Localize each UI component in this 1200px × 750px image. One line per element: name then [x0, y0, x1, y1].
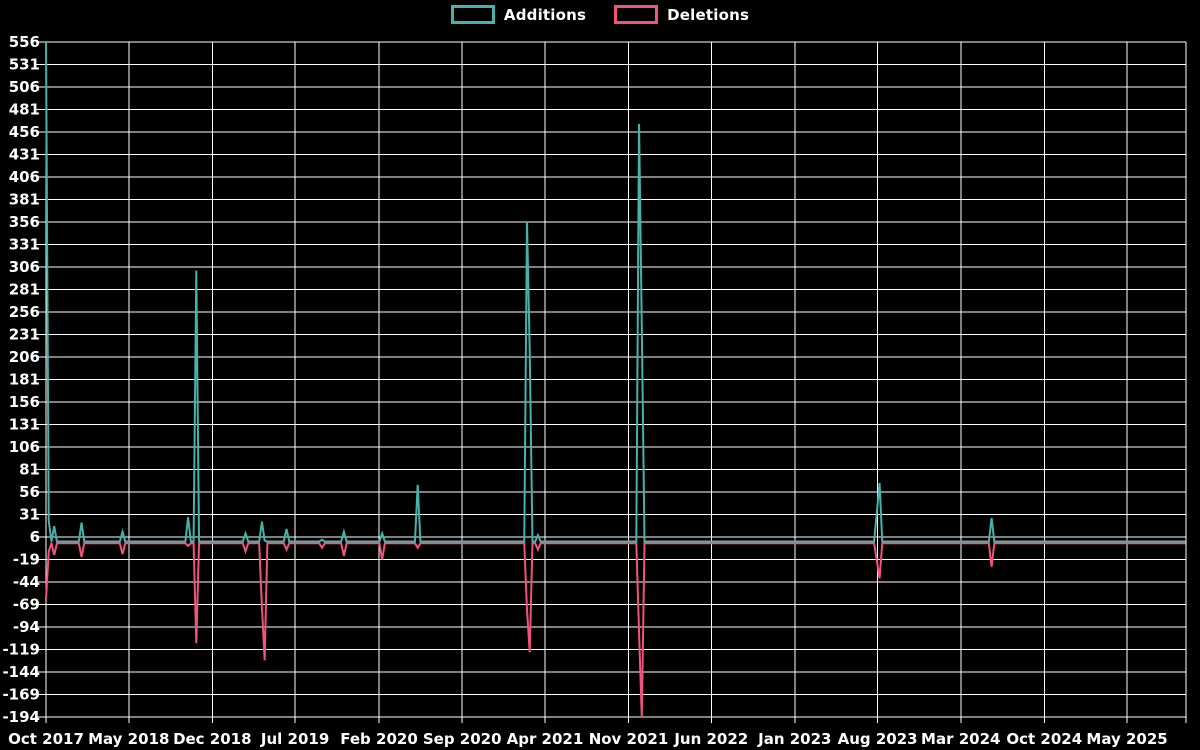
y-tick-label: 556 [9, 33, 40, 51]
x-tick-label: Dec 2018 [173, 730, 252, 748]
y-tick-label: 181 [9, 371, 40, 389]
y-tick-label: 356 [9, 213, 40, 231]
x-tick-label: Aug 2023 [838, 730, 918, 748]
y-tick-label: 431 [9, 146, 40, 164]
x-tick-label: Jun 2022 [673, 730, 748, 748]
y-tick-label: 531 [9, 56, 40, 74]
y-tick-label: -119 [2, 641, 40, 659]
x-tick-label: Oct 2017 [8, 730, 84, 748]
y-tick-label: 306 [9, 258, 40, 276]
y-tick-label: -94 [13, 618, 40, 636]
y-tick-label: 281 [9, 281, 40, 299]
legend-label-additions: Additions [503, 5, 587, 24]
x-tick-label: May 2018 [88, 730, 169, 748]
chart-legend: Additions Deletions [0, 5, 1200, 24]
y-tick-label: 81 [19, 461, 40, 479]
y-tick-label: 406 [9, 168, 40, 186]
y-tick-label: 231 [9, 326, 40, 344]
x-tick-label: Sep 2020 [423, 730, 502, 748]
y-tick-label: 331 [9, 236, 40, 254]
x-tick-label: May 2025 [1086, 730, 1167, 748]
additions-line [45, 41, 1186, 543]
y-tick-label: 6 [30, 528, 40, 546]
y-tick-label: 131 [9, 416, 40, 434]
y-tick-label: 31 [19, 506, 40, 524]
legend-label-deletions: Deletions [667, 5, 750, 24]
x-tick-label: Feb 2020 [340, 730, 418, 748]
y-tick-label: -44 [13, 573, 40, 591]
x-axis-labels: Oct 2017 May 2018 Dec 2018 Jul 2019 Feb 2020… [8, 730, 1168, 748]
y-tick-label: 481 [9, 101, 40, 119]
y-tick-label: -19 [13, 551, 40, 569]
x-tick-label: Nov 2021 [589, 730, 669, 748]
y-tick-label: -144 [2, 663, 40, 681]
gridlines [36, 41, 1187, 723]
deletions-swatch-icon [614, 5, 659, 24]
legend-item-deletions[interactable]: Deletions [614, 5, 749, 24]
y-tick-label: 106 [9, 438, 40, 456]
y-tick-label: 456 [9, 123, 40, 141]
x-tick-label: Mar 2024 [921, 730, 1000, 748]
y-tick-label: 256 [9, 303, 40, 321]
y-axis-labels: 556 531 506 481 456 431 406 381 356 331 306 281 256 2… [2, 33, 40, 726]
y-tick-label: -169 [2, 686, 40, 704]
y-tick-label: -194 [2, 708, 40, 726]
x-tick-label: Jul 2019 [260, 730, 329, 748]
legend-item-additions[interactable]: Additions [450, 5, 587, 24]
y-tick-label: 506 [9, 78, 40, 96]
deletions-line [45, 539, 1186, 718]
y-tick-label: 156 [9, 393, 40, 411]
y-tick-label: 381 [9, 191, 40, 209]
y-tick-label: 206 [9, 348, 40, 366]
x-tick-label: Apr 2021 [507, 730, 584, 748]
y-tick-label: 56 [19, 483, 40, 501]
additions-swatch-icon [450, 5, 495, 24]
y-tick-label: -69 [13, 596, 40, 614]
x-tick-label: Oct 2024 [1006, 730, 1082, 748]
x-tick-label: Jan 2023 [757, 730, 831, 748]
